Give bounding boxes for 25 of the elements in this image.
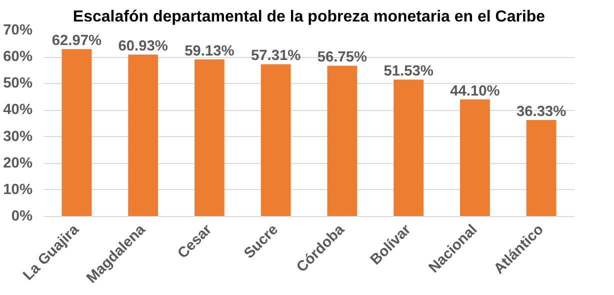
bar — [526, 120, 556, 216]
y-tick-label: 70% — [3, 22, 33, 38]
chart-title: Escalafón departamental de la pobreza monetaria en el Caribe — [72, 8, 546, 26]
data-label: 36.33% — [516, 104, 566, 120]
y-tick-label: 10% — [3, 182, 33, 198]
data-label: 59.13% — [184, 43, 234, 60]
bar — [460, 99, 490, 216]
y-tick-label: 60% — [3, 49, 33, 66]
y-tick-label: 40% — [3, 102, 33, 118]
data-label: 44.10% — [450, 83, 500, 100]
data-label: 56.75% — [317, 50, 368, 66]
y-tick-label: 20% — [3, 155, 33, 172]
data-label: 57.31% — [250, 48, 301, 64]
data-label: 62.97% — [52, 33, 102, 50]
data-label: 51.53% — [384, 64, 434, 80]
bar — [62, 49, 92, 216]
bar — [327, 66, 358, 216]
y-tick-label: 50% — [3, 76, 33, 92]
y-tick-label: 30% — [3, 128, 33, 145]
bar — [260, 64, 291, 216]
y-tick-label: 0% — [11, 208, 33, 224]
data-label: 60.93% — [118, 38, 168, 55]
bar — [194, 59, 224, 216]
bar — [394, 80, 424, 216]
bar — [128, 54, 158, 216]
